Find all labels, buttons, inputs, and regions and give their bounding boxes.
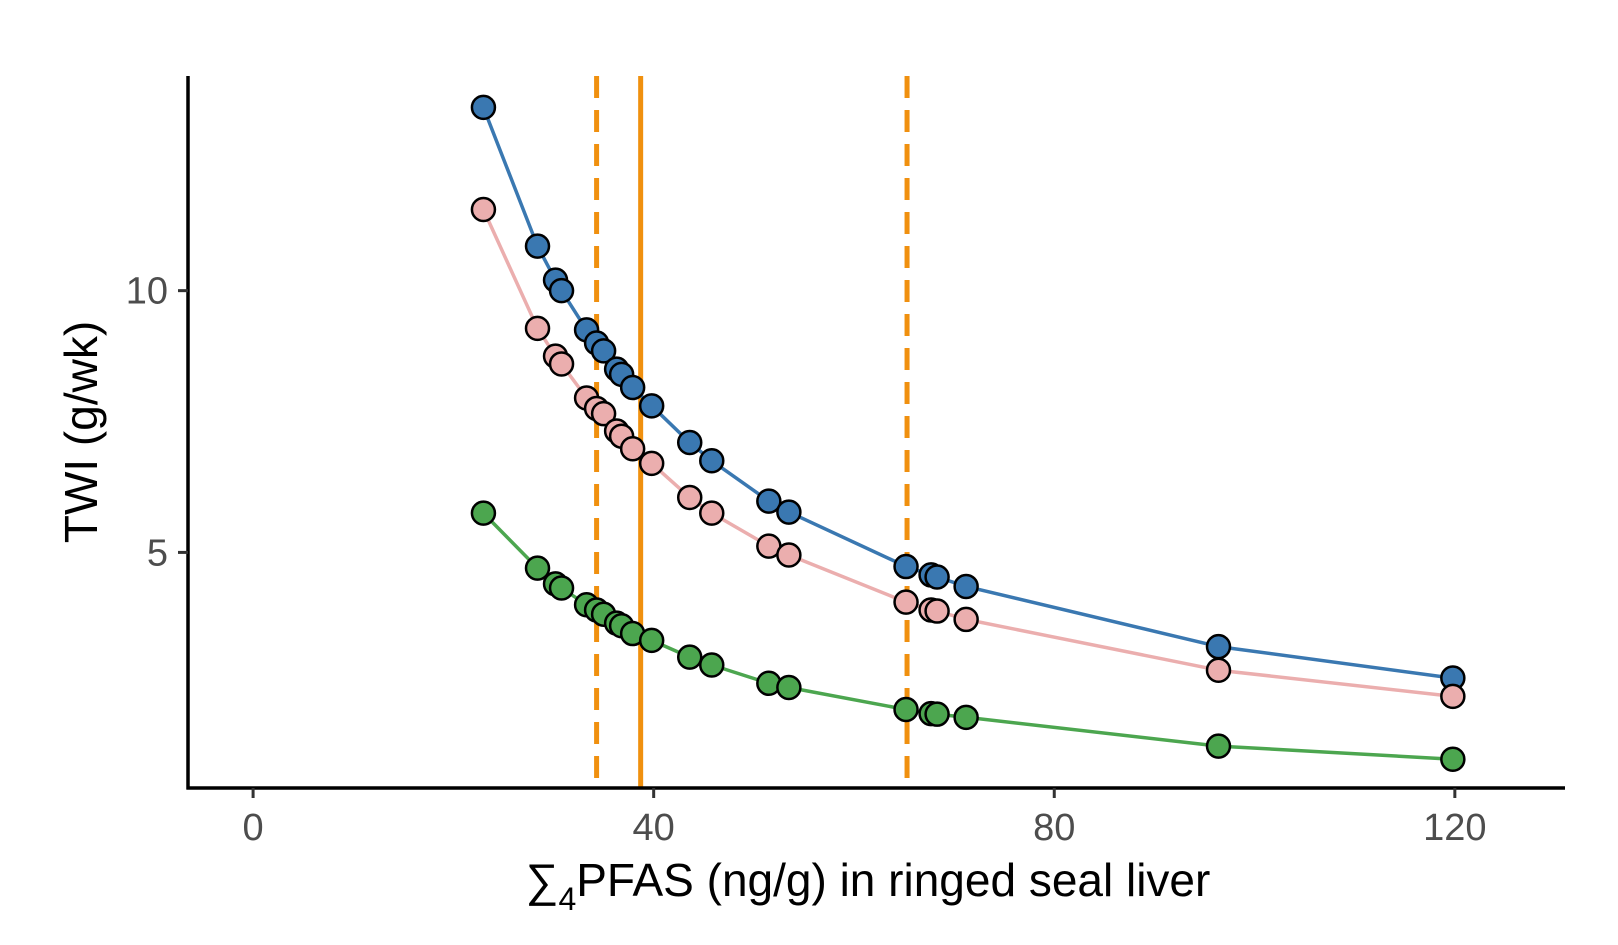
series-2-point (924, 598, 950, 624)
axes (178, 76, 1565, 798)
series-3-point (924, 701, 950, 727)
series-2-point (1205, 657, 1232, 683)
y-tick-label: 10 (126, 271, 168, 313)
series-3-point (524, 555, 551, 581)
series-1-point (756, 488, 782, 514)
series-1-point (638, 393, 665, 419)
series-3-point (470, 500, 497, 526)
series-1-point (953, 573, 979, 600)
series-2-point (470, 196, 497, 223)
series-3-point (676, 644, 703, 670)
x-axis-title-subscript: 4 (558, 881, 576, 917)
series-1-point (1205, 633, 1232, 660)
series-2-point (776, 542, 802, 568)
series-2-point (638, 450, 665, 477)
y-tick-label: 5 (147, 532, 168, 574)
series-2-point (1440, 683, 1466, 710)
series-3-point (953, 704, 979, 731)
series-2-point (548, 351, 575, 377)
series-2-point (619, 436, 646, 462)
series-2-point (953, 606, 979, 633)
x-tick-label: 80 (1033, 807, 1075, 849)
series-3-point (893, 696, 919, 723)
x-tick-label: 40 (633, 807, 675, 849)
series-2-point (524, 315, 551, 342)
reference-lines (594, 76, 910, 788)
series-1-point (893, 553, 919, 580)
series-1-point (548, 277, 575, 304)
series-1-point (619, 374, 646, 401)
series-1-point (470, 94, 497, 121)
series-points (470, 94, 1466, 772)
series-1-point (676, 429, 703, 456)
x-axis-title: ∑4PFAS (ng/g) in ringed seal liver (526, 854, 1211, 917)
series-2-point (590, 400, 617, 427)
series-3-point (548, 575, 575, 601)
series-1-point (590, 338, 617, 364)
x-tick-label: 0 (243, 807, 264, 849)
tick-labels: 0 40 80 120 5 10 (126, 271, 1487, 849)
series-2-point (893, 589, 919, 615)
series-3-point (1440, 746, 1466, 772)
y-axis-title: TWI (g/wk) (55, 321, 107, 543)
series-3-point (1205, 733, 1232, 759)
series-3-point (699, 652, 725, 678)
series-3-point (776, 674, 802, 701)
series-2-point (676, 484, 703, 511)
series-1-point (699, 448, 725, 474)
series-2-point (699, 500, 725, 526)
series-3-point (638, 627, 665, 654)
x-tick-label: 120 (1423, 807, 1486, 849)
series-1-point (924, 564, 950, 590)
series-1-point (776, 499, 802, 525)
series-1-point (524, 233, 551, 259)
